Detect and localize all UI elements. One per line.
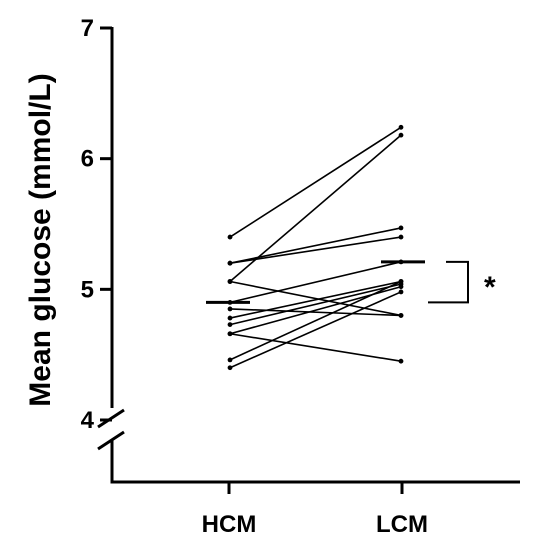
axes-layer: 4 5 6 7 HCM LCM: [81, 15, 520, 538]
hcm-point: [227, 322, 233, 328]
paired-lines-layer: [227, 124, 404, 371]
pair-line: [229, 283, 402, 326]
lcm-point: [398, 358, 404, 364]
pair-line: [229, 236, 402, 264]
y-tick-label: 7: [81, 15, 94, 42]
pair-line: [229, 261, 402, 304]
lcm-point: [398, 124, 404, 130]
y-tick-label: 5: [81, 276, 94, 303]
means-layer: [206, 260, 425, 304]
hcm-point: [227, 331, 233, 337]
pair-line: [229, 308, 402, 317]
x-category-label: HCM: [202, 511, 257, 538]
hcm-point: [227, 315, 233, 321]
lcm-point: [398, 284, 404, 290]
y-tick-label: 4: [81, 407, 95, 434]
pair-line: [229, 280, 402, 317]
significance-bracket: [428, 260, 469, 304]
lcm-point: [398, 289, 404, 295]
y-tick-label: 6: [81, 146, 94, 173]
pair-line: [229, 332, 402, 362]
significance-annotation: *: [428, 260, 496, 304]
pair-line: [229, 291, 402, 369]
hcm-point: [227, 306, 233, 312]
lcm-point: [398, 313, 404, 318]
x-category-label: LCM: [376, 511, 428, 538]
lcm-point: [398, 225, 404, 231]
pair-line: [229, 227, 402, 264]
hcm-point: [227, 234, 233, 240]
hcm-point: [227, 357, 233, 363]
hcm-point: [227, 260, 233, 266]
lcm-point: [398, 132, 404, 138]
hcm-point: [227, 279, 233, 284]
hcm-point: [227, 365, 233, 371]
pair-line: [229, 126, 402, 238]
lcm-point: [398, 234, 404, 240]
pair-line: [229, 280, 402, 319]
significance-star: *: [484, 271, 496, 304]
lcm-point: [398, 279, 404, 284]
pair-line: [229, 280, 402, 361]
y-axis-label: Mean glucose (mmol/L): [24, 73, 57, 406]
